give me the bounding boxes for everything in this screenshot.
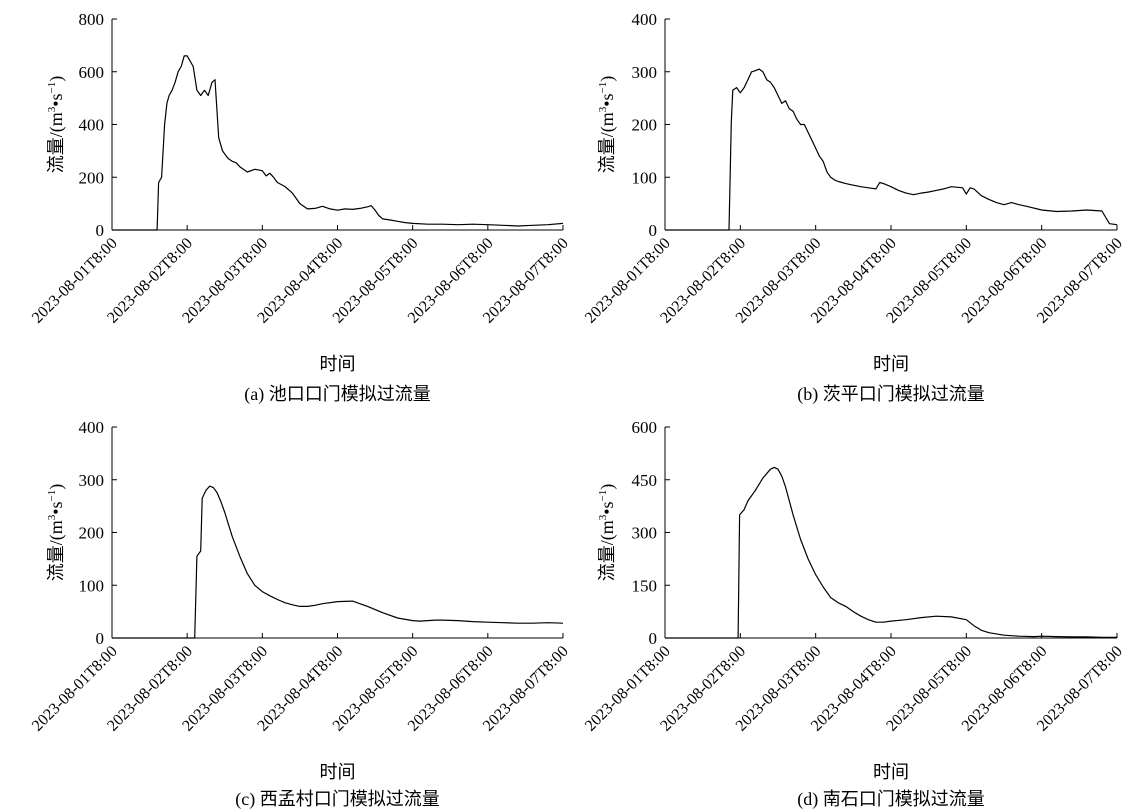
y-tick-label: 200 (632, 116, 658, 135)
panel-caption: (a) 池口口门模拟过流量 (244, 384, 430, 405)
y-axis-label-superscript: −1 (597, 82, 609, 94)
y-axis-label-part: 流量/(m (46, 520, 67, 581)
y-tick-label: 300 (632, 63, 658, 82)
chart-panel-3: 01503004506002023-08-01T8:002023-08-02T8… (582, 418, 1126, 810)
y-axis-label-part: •s (46, 93, 66, 106)
y-axis-label: 流量/(m3•s−1) (46, 76, 67, 174)
y-tick-label: 450 (632, 471, 658, 490)
y-tick-label: 0 (649, 629, 658, 648)
y-axis-label-part: •s (597, 93, 617, 106)
y-tick-label: 0 (96, 221, 105, 240)
chart-panel-0: 02004006008002023-08-01T8:002023-08-02T8… (29, 10, 572, 405)
y-axis-label-superscript: −1 (46, 82, 58, 94)
y-tick-label: 150 (632, 576, 658, 595)
panel-caption: (d) 南石口门模拟过流量 (797, 789, 985, 810)
y-tick-label: 0 (649, 221, 658, 240)
y-axis-label-part: 流量/(m (597, 520, 618, 581)
y-axis-label-superscript: −1 (46, 490, 58, 502)
panel-caption: (c) 西孟村口门模拟过流量 (235, 789, 439, 810)
y-axis-label-superscript: 3 (597, 514, 609, 520)
y-axis-label-part: ) (597, 484, 618, 490)
series-line (665, 466, 1117, 639)
y-axis-label-part: 流量/(m (46, 112, 67, 173)
chart-panel-2: 01002003004002023-08-01T8:002023-08-02T8… (29, 418, 572, 810)
series-line (665, 68, 1118, 231)
panel-caption: (b) 茨平口门模拟过流量 (797, 384, 985, 405)
y-tick-label: 300 (79, 471, 105, 490)
y-tick-label: 600 (632, 418, 658, 437)
chart-panel-1: 01002003004002023-08-01T8:002023-08-02T8… (582, 10, 1126, 405)
y-tick-label: 400 (632, 10, 658, 29)
y-tick-label: 300 (632, 524, 658, 543)
y-axis-label-part: •s (597, 501, 617, 514)
y-axis-label: 流量/(m3•s−1) (46, 484, 67, 582)
y-tick-label: 0 (96, 629, 105, 648)
y-tick-label: 600 (79, 63, 105, 82)
y-tick-label: 800 (79, 10, 105, 29)
y-axis-label-superscript: −1 (597, 490, 609, 502)
x-axis-label: 时间 (873, 762, 909, 782)
y-tick-label: 400 (79, 418, 105, 437)
y-tick-label: 100 (632, 168, 658, 187)
y-axis-label-part: ) (597, 76, 618, 82)
y-axis-label-superscript: 3 (597, 106, 609, 112)
y-axis-label: 流量/(m3•s−1) (597, 484, 618, 582)
y-axis-label-part: ) (46, 484, 67, 490)
y-axis-label: 流量/(m3•s−1) (597, 76, 618, 174)
y-tick-label: 200 (79, 168, 105, 187)
y-axis-label-part: ) (46, 76, 67, 82)
x-axis-label: 时间 (320, 762, 356, 782)
x-axis-label: 时间 (320, 354, 356, 374)
series-line (112, 55, 564, 231)
y-axis-label-superscript: 3 (46, 514, 58, 520)
y-tick-label: 200 (79, 524, 105, 543)
y-axis-label-part: 流量/(m (597, 112, 618, 173)
y-tick-label: 100 (79, 576, 105, 595)
y-axis-label-superscript: 3 (46, 106, 58, 112)
x-axis-label: 时间 (873, 354, 909, 374)
y-tick-label: 400 (79, 116, 105, 135)
y-axis-label-part: •s (46, 501, 66, 514)
series-line (112, 485, 564, 639)
